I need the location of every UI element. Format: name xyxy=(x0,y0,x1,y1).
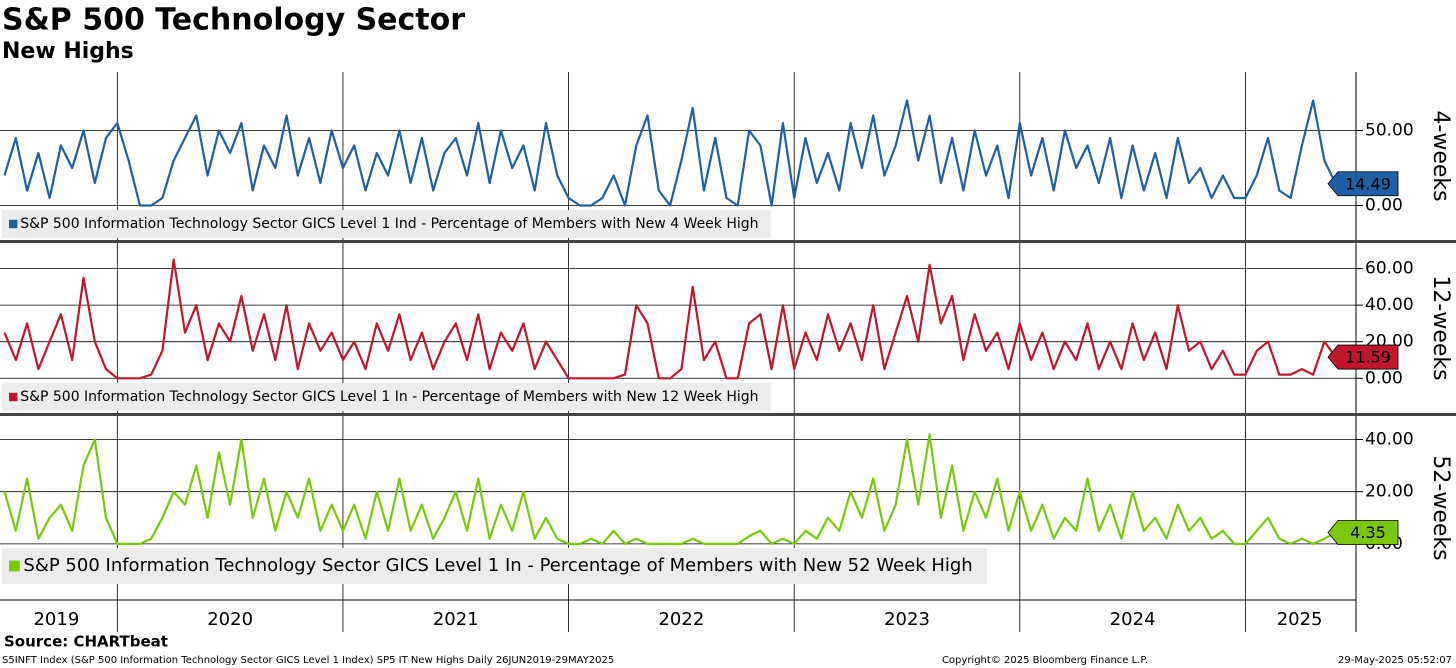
legend: S&P 500 Information Technology Sector GI… xyxy=(2,548,987,584)
series-line xyxy=(3,258,1337,380)
last-value-tag xyxy=(1327,520,1399,545)
legend-box xyxy=(2,210,771,238)
x-tick-label: 2022 xyxy=(658,609,704,630)
x-tick-label: 2023 xyxy=(884,609,930,630)
legend: S&P 500 Information Technology Sector GI… xyxy=(2,210,771,238)
legend-box xyxy=(2,548,987,584)
chart-title: S&P 500 Technology Sector xyxy=(2,3,465,38)
chart-subtitle: New Highs xyxy=(2,39,134,64)
x-tick-label: 2020 xyxy=(207,609,253,630)
legend: S&P 500 Information Technology Sector GI… xyxy=(2,383,771,411)
legend-box xyxy=(2,383,771,411)
legend-label: S&P 500 Information Technology Sector GI… xyxy=(20,216,758,232)
y-axis-title: 12-weeks xyxy=(1428,275,1453,380)
y-axis-title: 52-weeks xyxy=(1428,455,1453,560)
y-tick-label: 50.00 xyxy=(1365,121,1414,141)
footer-center: Copyright© 2025 Bloomberg Finance L.P. xyxy=(942,655,1148,666)
last-value-label: 4.35 xyxy=(1350,523,1386,542)
y-axis-title: 4-weeks xyxy=(1428,110,1453,201)
source: Source: CHARTbeat xyxy=(4,633,168,651)
footer-right: 29-May-2025 05:52:07 xyxy=(1338,655,1452,666)
legend-swatch xyxy=(9,219,18,229)
y-tick-label: 60.00 xyxy=(1365,259,1414,279)
x-tick-label: 2024 xyxy=(1110,609,1156,630)
last-value-tag xyxy=(1327,171,1399,197)
last-value-label: 11.59 xyxy=(1345,348,1391,367)
series-line xyxy=(3,433,1337,545)
legend-label: S&P 500 Information Technology Sector GI… xyxy=(20,389,758,405)
legend-swatch xyxy=(9,560,20,572)
y-tick-label: 20.00 xyxy=(1365,482,1414,502)
x-tick-label: 2019 xyxy=(33,609,79,630)
x-tick-label: 2021 xyxy=(433,609,479,630)
y-tick-label: 40.00 xyxy=(1365,429,1414,449)
y-tick-label: 0.00 xyxy=(1365,196,1403,216)
series-line xyxy=(3,99,1337,207)
footer-left: S5INFT Index (S&P 500 Information Techno… xyxy=(2,655,614,666)
legend-swatch xyxy=(9,392,18,402)
x-tick-label: 2025 xyxy=(1277,609,1323,630)
legend-label: S&P 500 Information Technology Sector GI… xyxy=(23,555,972,576)
last-value-label: 14.49 xyxy=(1345,174,1391,193)
y-tick-label: 40.00 xyxy=(1365,295,1414,315)
y-tick-label: 0.00 xyxy=(1365,368,1403,388)
last-value-tag xyxy=(1327,344,1399,370)
